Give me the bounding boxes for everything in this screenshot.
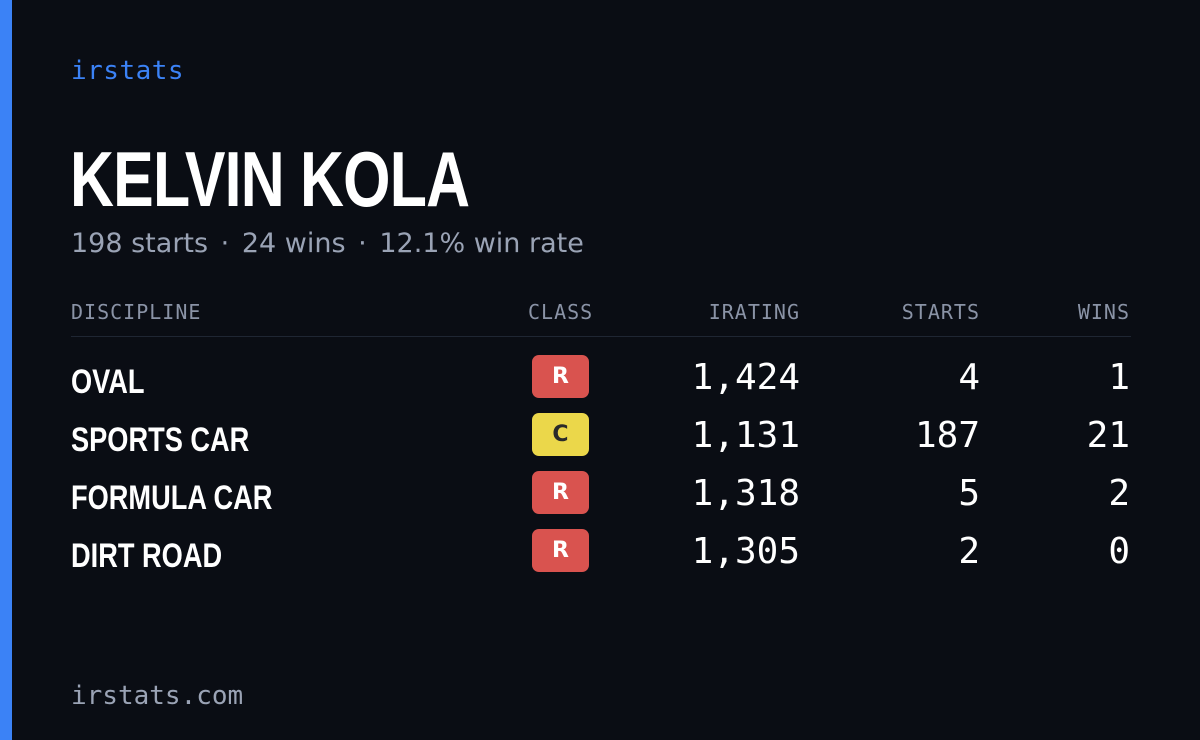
class-badge: R bbox=[532, 529, 589, 572]
header-wins: WINS bbox=[1077, 300, 1130, 324]
wins-value: 21 bbox=[1086, 415, 1130, 456]
irating-value: 1,318 bbox=[691, 473, 800, 514]
discipline-name: SPORTS CAR bbox=[71, 421, 250, 459]
irating-value: 1,305 bbox=[691, 531, 800, 572]
wins-value: 1 bbox=[1108, 357, 1130, 398]
starts-value: 5 bbox=[958, 473, 980, 514]
discipline-name: DIRT ROAD bbox=[71, 537, 223, 575]
header-starts: STARTS bbox=[901, 300, 980, 324]
irating-value: 1,131 bbox=[691, 415, 800, 456]
irating-value: 1,424 bbox=[691, 357, 800, 398]
discipline-name: OVAL bbox=[71, 363, 145, 401]
table-row: FORMULA CAR R 1,318 5 2 bbox=[71, 469, 1131, 527]
starts-value: 2 bbox=[958, 531, 980, 572]
class-badge: R bbox=[532, 471, 589, 514]
summary-separator: · bbox=[220, 228, 230, 259]
table-row: DIRT ROAD R 1,305 2 0 bbox=[71, 527, 1131, 585]
discipline-name: FORMULA CAR bbox=[71, 479, 273, 517]
header-class: CLASS bbox=[528, 300, 594, 324]
brand-logo-text: irstats bbox=[71, 56, 185, 86]
table-body: OVAL R 1,424 4 1 SPORTS CAR C 1,131 187 … bbox=[71, 353, 1131, 585]
wins-value: 2 bbox=[1108, 473, 1130, 514]
wins-value: 0 bbox=[1108, 531, 1130, 572]
header-irating: IRATING bbox=[708, 300, 800, 324]
table-header: DISCIPLINE CLASS IRATING STARTS WINS bbox=[71, 296, 1131, 337]
driver-summary: 198 starts · 24 wins · 12.1% win rate bbox=[71, 228, 584, 259]
win-rate-summary: 12.1% win rate bbox=[379, 228, 584, 259]
footer-url: irstats.com bbox=[71, 681, 244, 711]
wins-summary: 24 wins bbox=[241, 228, 346, 259]
starts-value: 187 bbox=[914, 415, 980, 456]
header-discipline: DISCIPLINE bbox=[71, 300, 202, 324]
summary-separator: · bbox=[358, 228, 367, 259]
class-badge: R bbox=[532, 355, 589, 398]
accent-bar bbox=[0, 0, 12, 740]
table-row: OVAL R 1,424 4 1 bbox=[71, 353, 1131, 411]
starts-value: 4 bbox=[958, 357, 980, 398]
table-row: SPORTS CAR C 1,131 187 21 bbox=[71, 411, 1131, 469]
discipline-table: DISCIPLINE CLASS IRATING STARTS WINS OVA… bbox=[71, 296, 1131, 585]
driver-name: KELVIN KOLA bbox=[70, 135, 470, 223]
starts-summary: 198 starts bbox=[71, 228, 209, 259]
class-badge: C bbox=[532, 413, 589, 456]
